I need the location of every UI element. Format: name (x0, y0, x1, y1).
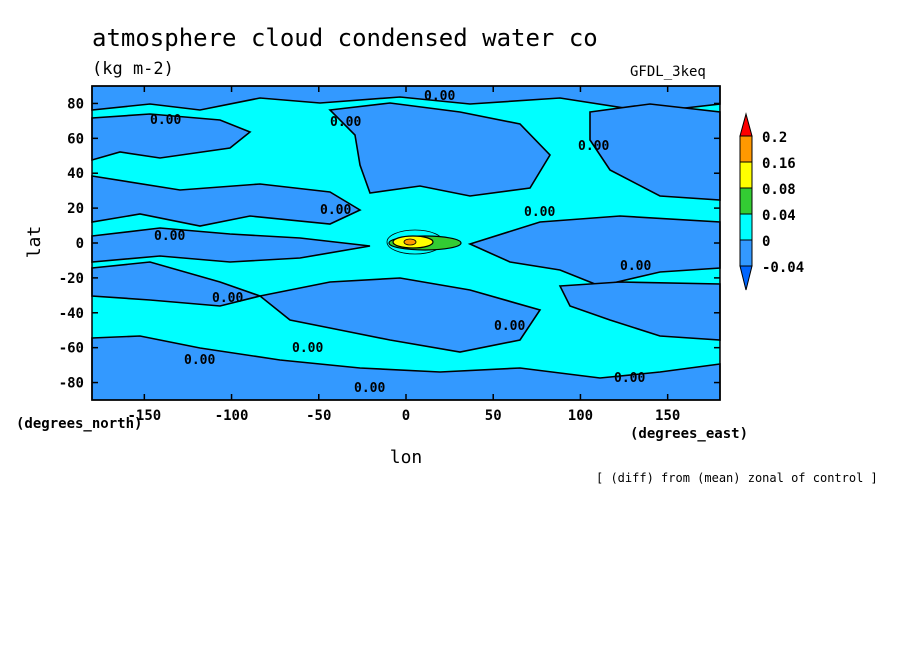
colorbar-swatch (739, 187, 753, 215)
colorbar-over-triangle (739, 112, 753, 137)
contour-label: 0.00 (614, 371, 645, 386)
y-tick-label: -20 (59, 271, 84, 287)
colorbar-label: 0.2 (762, 130, 787, 146)
colorbar-label: 0.16 (762, 156, 796, 172)
negative-regions (91, 85, 721, 401)
footnote: [ (diff) from (mean) zonal of control ] (596, 471, 878, 485)
y-tick-label: -80 (59, 376, 84, 392)
x-axis-label: lon (390, 447, 423, 468)
contour-label: 0.00 (320, 203, 351, 218)
north-central-region (328, 102, 552, 197)
x-tick-label: 50 (485, 408, 502, 424)
x-tick-label: 150 (655, 408, 680, 424)
contour-labels: 0.00 0.00 0.00 0.00 0.00 0.00 0.00 0.00 … (150, 89, 651, 396)
equatorial-maximum (386, 229, 462, 255)
colorbar-label: 0 (762, 234, 770, 250)
contour-label: 0.00 (578, 139, 609, 154)
y-tick-label: 40 (67, 166, 84, 182)
contour-label: 0.00 (150, 113, 181, 128)
x-axis: -150 -100 -50 0 50 100 150 (127, 86, 680, 424)
south-west-region (91, 261, 263, 307)
contour-label: 0.00 (212, 291, 243, 306)
colorbar: 0.2 0.16 0.08 0.04 0 -0.04 (739, 112, 804, 291)
colorbar-label: -0.04 (762, 260, 804, 276)
x-tick-label: 100 (568, 408, 593, 424)
x-tick-label: -100 (215, 408, 249, 424)
colorbar-label: 0.08 (762, 182, 796, 198)
contour-label: 0.00 (330, 115, 361, 130)
south-central-region (258, 277, 542, 353)
colorbar-swatch (739, 135, 753, 163)
model-label: GFDL_3keq (630, 64, 706, 80)
y-axis: 80 60 40 20 0 -20 -40 -60 -80 (59, 96, 720, 392)
contour-label: 0.00 (154, 229, 185, 244)
west-equator-band (91, 227, 371, 263)
contour-label: 0.00 (292, 341, 323, 356)
x-units-label: (degrees_east) (630, 426, 748, 442)
colorbar-under-triangle (739, 265, 753, 291)
contour-label: 0.00 (184, 353, 215, 368)
contour-label: 0.00 (424, 89, 455, 104)
chart-units: (kg m-2) (92, 59, 174, 79)
y-tick-label: 20 (67, 201, 84, 217)
x-tick-label: -150 (127, 408, 161, 424)
y-tick-label: 60 (67, 131, 84, 147)
contour-label: 0.00 (620, 259, 651, 274)
field-map: 0.00 0.00 0.00 0.00 0.00 0.00 0.00 0.00 … (91, 85, 721, 401)
y-tick-label: 80 (67, 96, 84, 112)
y-tick-label: -60 (59, 341, 84, 357)
contour-label: 0.00 (494, 319, 525, 334)
colorbar-swatch (739, 239, 753, 267)
north-east-region (589, 103, 721, 201)
south-east-region (558, 281, 721, 341)
y-axis-label: lat (24, 226, 45, 259)
colorbar-label: 0.04 (762, 208, 796, 224)
x-tick-label: -50 (306, 408, 331, 424)
y-units-label: (degrees_north) (16, 416, 142, 432)
chart-title: atmosphere cloud condensed water co (92, 24, 598, 52)
y-tick-label: -40 (59, 306, 84, 322)
contour-label: 0.00 (524, 205, 555, 220)
y-tick-label: 0 (76, 236, 84, 252)
contour-label: 0.00 (354, 381, 385, 396)
east-equator-band (467, 215, 721, 287)
colorbar-swatch (739, 213, 753, 241)
north-mid-band (91, 175, 362, 227)
x-tick-label: 0 (402, 408, 410, 424)
colorbar-swatch (739, 161, 753, 189)
north-pacific-region (91, 113, 252, 162)
